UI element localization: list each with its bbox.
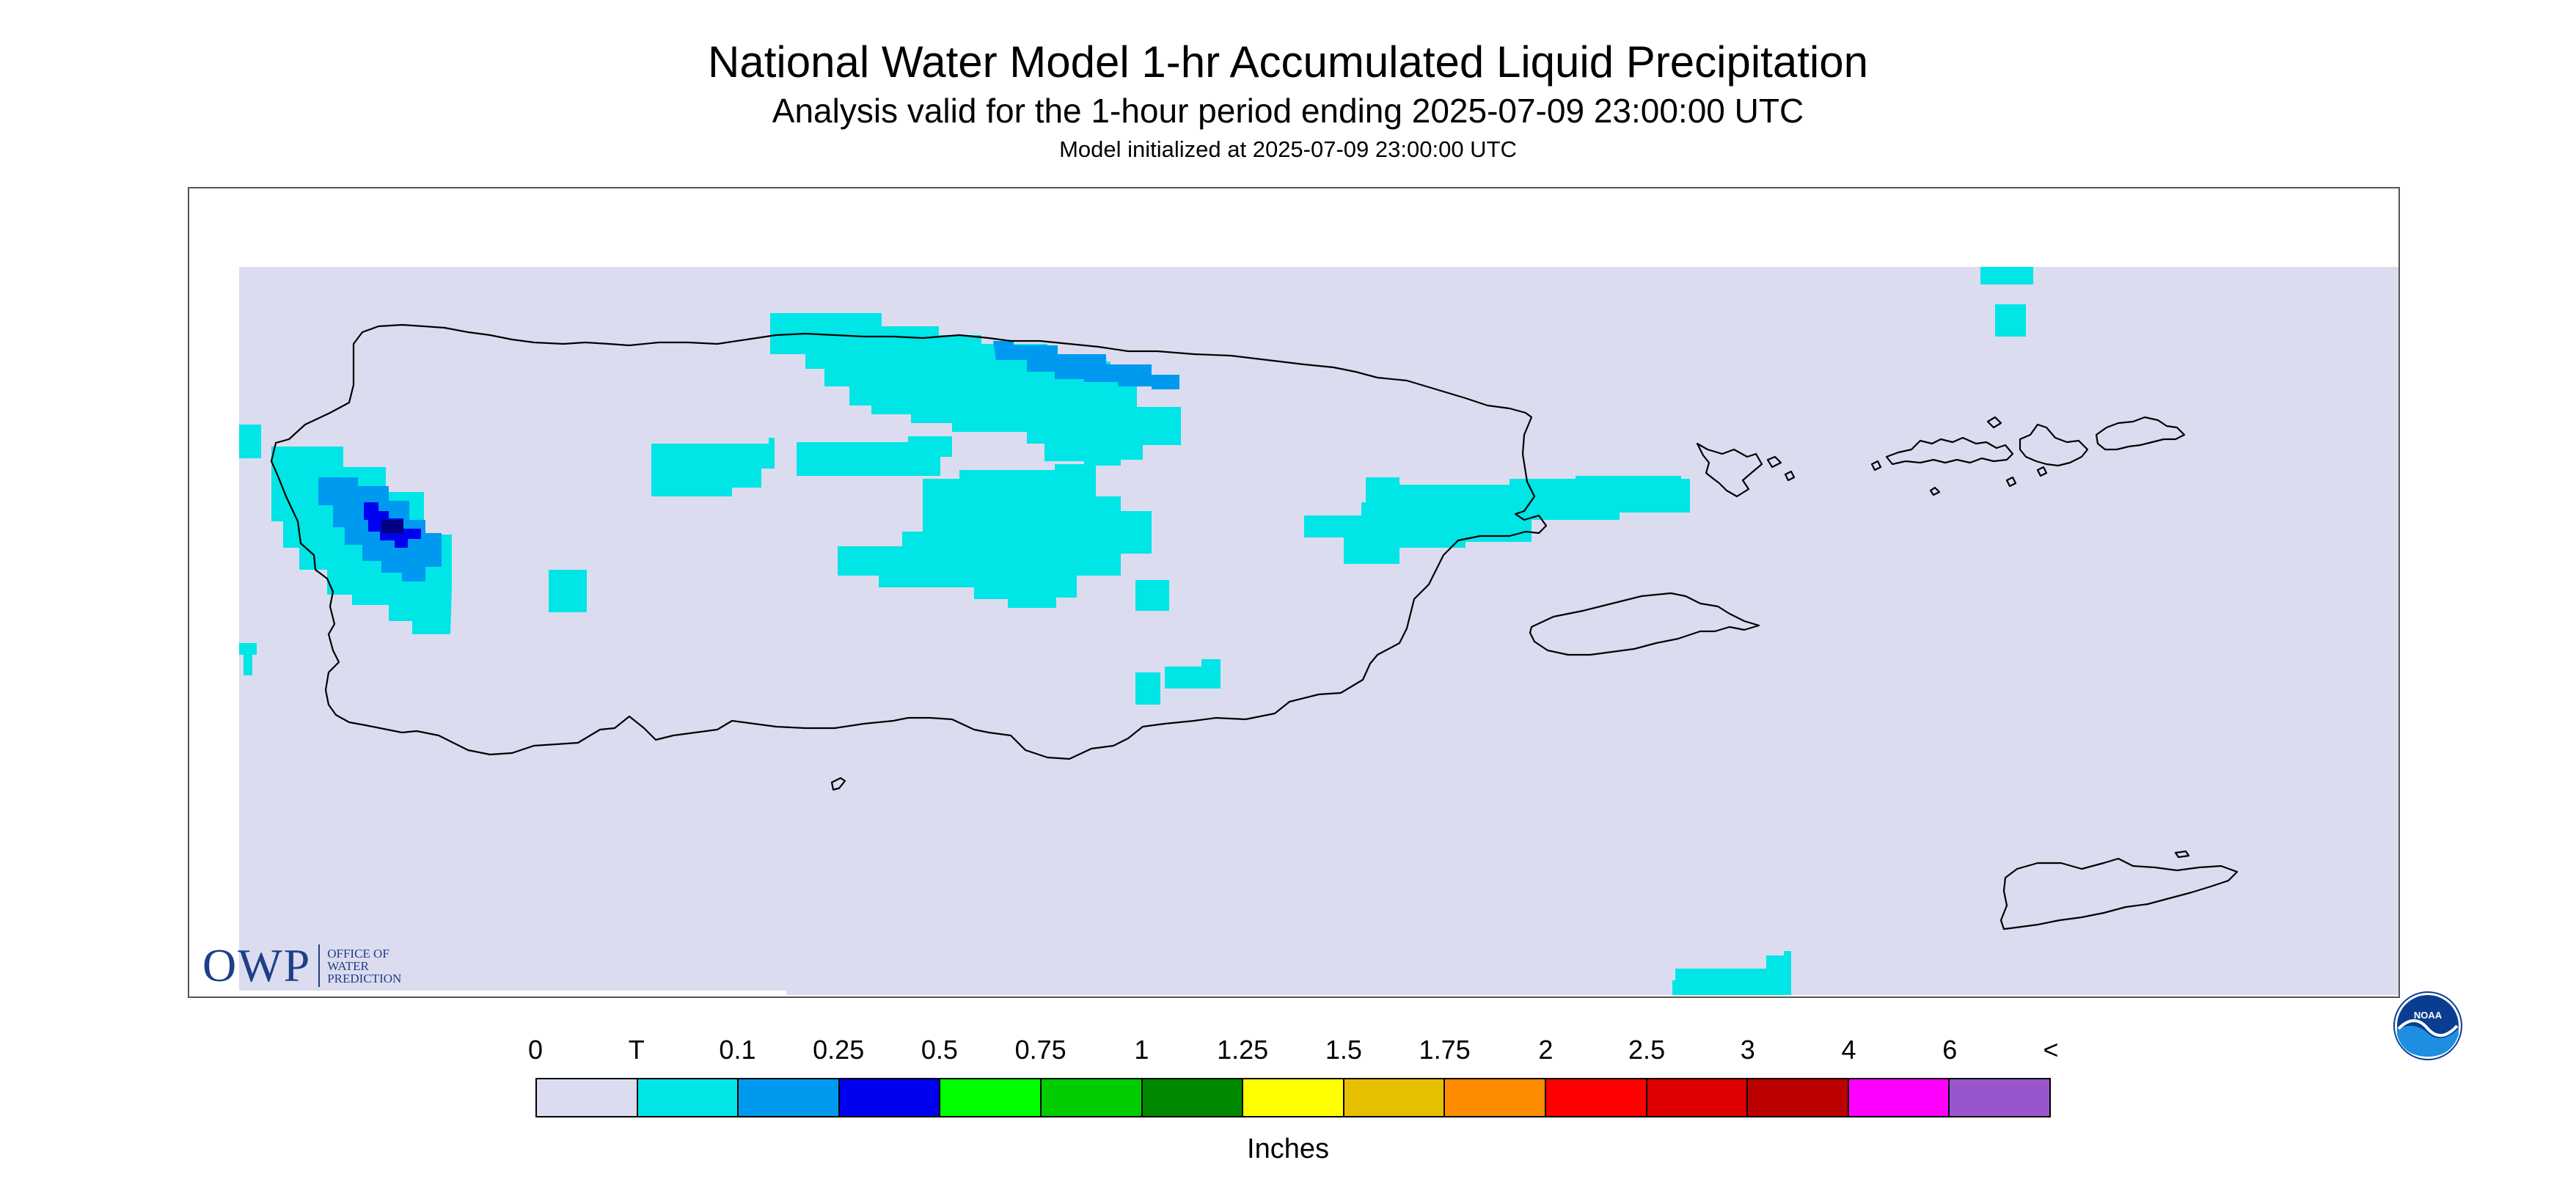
legend-swatch	[1243, 1079, 1344, 1116]
legend-swatch	[1748, 1079, 1849, 1116]
owp-logo: OWP OFFICE OF WATER PREDICTION	[202, 942, 401, 989]
svg-text:NOAA: NOAA	[2414, 1010, 2443, 1021]
model-init-time: Model initialized at 2025-07-09 23:00:00…	[1059, 136, 1517, 162]
legend-label: 0.1	[719, 1035, 756, 1065]
legend-swatch	[1142, 1079, 1244, 1116]
legend-label: 1	[1134, 1035, 1149, 1065]
precip-0p5-areas	[381, 520, 403, 533]
map-subtitle: Analysis valid for the 1-hour period end…	[772, 92, 1804, 130]
noaa-emblem-icon: NOAA	[2393, 991, 2462, 1060]
legend-label: T	[628, 1035, 645, 1065]
legend-swatch	[1545, 1079, 1647, 1116]
legend-swatch	[1647, 1079, 1749, 1116]
legend-label: 3	[1740, 1035, 1755, 1065]
legend-swatch	[1848, 1079, 1950, 1116]
owp-logo-wordmark: OWP	[202, 939, 312, 991]
mona-island-coastline	[830, 777, 846, 791]
coastlines	[270, 323, 2239, 930]
legend-label: 0.5	[921, 1035, 958, 1065]
legend-units: Inches	[1247, 1134, 1329, 1164]
small-cays	[1870, 460, 2048, 496]
legend-swatch	[1041, 1079, 1143, 1116]
tortola-coastline	[2095, 416, 2186, 451]
legend-label: 2.5	[1628, 1035, 1666, 1065]
map-panel: OWP OFFICE OF WATER PREDICTION NOAA	[188, 187, 2462, 1060]
legend-label: 1.5	[1325, 1035, 1362, 1065]
legend-label: 0.25	[813, 1035, 865, 1065]
legend-label: 4	[1841, 1035, 1856, 1065]
legend-label: 0	[527, 1035, 544, 1065]
legend-label: 0.75	[1014, 1035, 1066, 1065]
legend-swatch	[839, 1079, 941, 1116]
map-canvas	[239, 267, 2398, 995]
st-thomas-coastline	[1885, 436, 2014, 466]
legend-label: 6	[1942, 1035, 1958, 1065]
legend-swatch	[637, 1079, 739, 1116]
legend-labels: 0 T 0.1 0.25 0.5 0.75 1 1.25 1.5 1.75 2 2.5 3 4 6 <	[528, 1035, 2059, 1065]
owp-logo-text: OFFICE OF WATER PREDICTION	[327, 946, 402, 985]
legend-swatch	[739, 1079, 840, 1116]
legend-label: <	[2043, 1035, 2059, 1065]
st-croix-coastline	[1999, 850, 2239, 930]
legend-colorbar	[535, 1078, 2051, 1117]
culebra-coastline	[1696, 442, 1796, 498]
legend-swatch	[1950, 1079, 2049, 1116]
model-domain-area	[239, 267, 2398, 995]
legend-label: 2	[1538, 1035, 1554, 1065]
puerto-rico-coastline	[270, 323, 1548, 760]
legend-label: 1.25	[1217, 1035, 1269, 1065]
legend-label: 1.75	[1419, 1035, 1471, 1065]
vieques-coastline	[1529, 592, 1760, 656]
st-john-coastline	[1986, 416, 2089, 467]
legend-swatch	[1445, 1079, 1546, 1116]
owp-logo-divider	[318, 944, 321, 987]
legend-swatch	[1344, 1079, 1446, 1116]
legend-swatch	[537, 1079, 638, 1116]
legend-swatch	[940, 1079, 1042, 1116]
map-title: National Water Model 1-hr Accumulated Li…	[708, 37, 1868, 87]
